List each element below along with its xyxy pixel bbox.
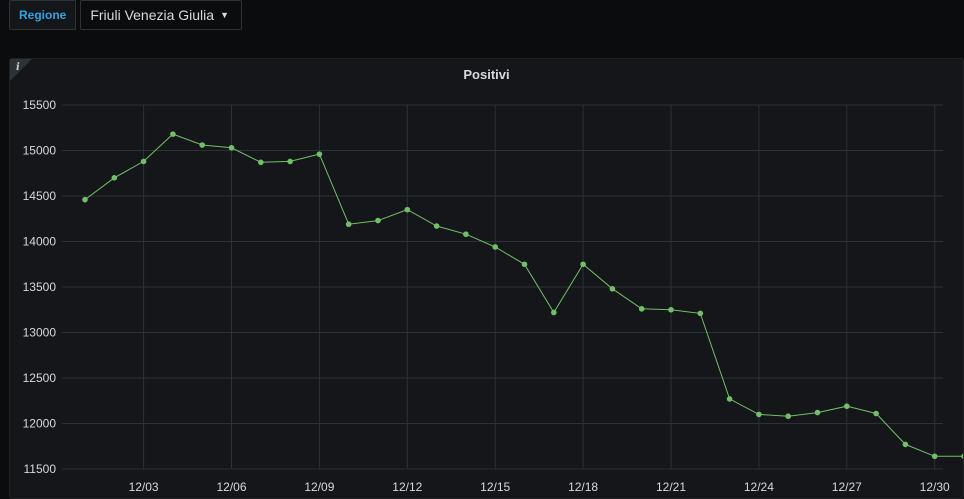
data-point (785, 413, 791, 420)
data-point (844, 403, 850, 410)
y-tick-label: 14500 (23, 189, 57, 203)
data-point (961, 453, 963, 459)
data-point (814, 409, 821, 416)
variable-label-regione: Regione (9, 0, 77, 30)
data-point (902, 441, 909, 448)
data-point (199, 142, 205, 148)
x-tick-label: 12/30 (920, 480, 950, 494)
y-tick-label: 14000 (23, 235, 57, 249)
data-point (228, 144, 235, 151)
data-point (668, 306, 674, 313)
series-line (84, 133, 963, 457)
data-point (931, 453, 938, 460)
data-point (404, 206, 411, 213)
line-chart: 11500 12000 12500 13000 13500 14000 14500 15000… (23, 98, 963, 494)
data-point (170, 131, 176, 137)
data-point (580, 261, 586, 268)
x-tick-label: 12/15 (480, 480, 510, 494)
data-point (287, 158, 293, 165)
data-point (140, 158, 147, 165)
regione-select[interactable]: Friuli Venezia Giulia ▼ (80, 0, 242, 30)
panel-title[interactable]: Positivi (463, 67, 510, 82)
data-point (82, 196, 88, 203)
y-tick-label: 12500 (23, 371, 57, 385)
data-point (375, 217, 381, 224)
data-point (433, 223, 440, 229)
y-tick-label: 13000 (23, 326, 57, 340)
data-point (638, 306, 645, 312)
data-point (521, 261, 528, 268)
data-point (111, 175, 118, 181)
data-point (609, 286, 616, 292)
data-point (756, 411, 762, 418)
chart-panel: i Positivi 11500 12000 12500 13000 13500 1400… (9, 58, 964, 499)
x-tick-label: 12/12 (392, 480, 422, 494)
x-tick-label: 12/06 (216, 480, 246, 494)
data-point (726, 396, 733, 402)
x-tick-label: 12/09 (304, 480, 334, 494)
x-tick-label: 12/18 (568, 480, 598, 494)
y-tick-label: 11500 (24, 462, 57, 476)
info-icon[interactable]: i (16, 62, 20, 73)
data-point (873, 410, 879, 417)
x-tick-label: 12/03 (129, 480, 159, 494)
y-tick-label: 15500 (23, 98, 57, 112)
data-point (463, 231, 469, 238)
chevron-down-icon: ▼ (220, 10, 229, 20)
y-tick-label: 12000 (23, 417, 57, 431)
y-tick-label: 13500 (23, 280, 57, 294)
data-point (345, 221, 352, 228)
x-tick-label: 12/21 (656, 480, 686, 494)
data-point (697, 310, 704, 317)
x-tick-label: 12/27 (832, 480, 862, 494)
regione-select-value: Friuli Venezia Giulia (90, 7, 215, 23)
y-tick-label: 15000 (23, 144, 57, 158)
data-point (551, 309, 557, 316)
data-point (492, 244, 499, 250)
data-point (316, 151, 323, 157)
variable-bar: Regione Friuli Venezia Giulia ▼ (9, 0, 242, 30)
x-tick-label: 12/24 (744, 480, 774, 494)
data-point (258, 159, 264, 166)
panel-info-corner[interactable] (10, 59, 32, 81)
